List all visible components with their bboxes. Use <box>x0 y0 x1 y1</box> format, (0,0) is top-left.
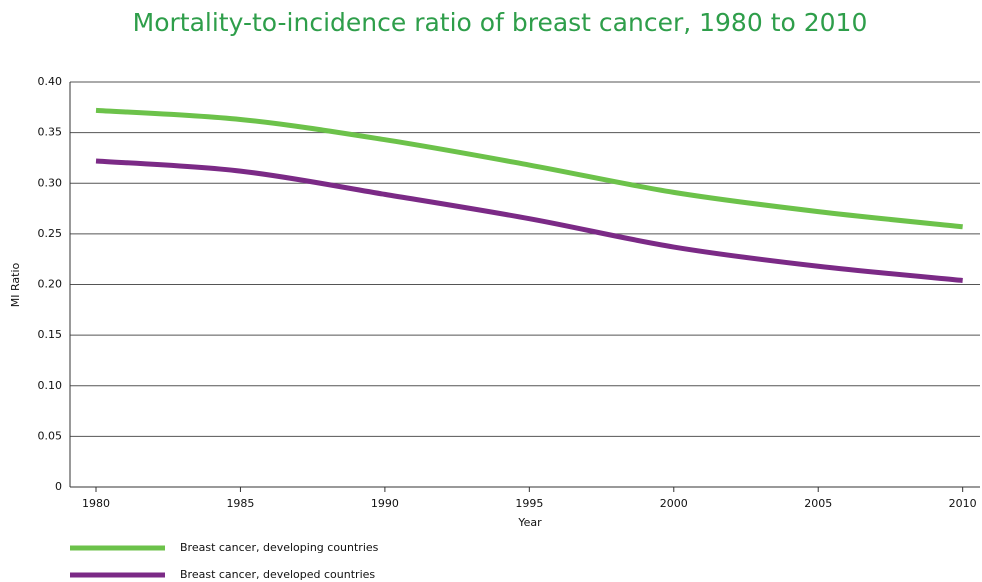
legend-label: Breast cancer, developing countries <box>180 541 379 554</box>
y-tick-label: 0.35 <box>38 126 63 139</box>
legend-label: Breast cancer, developed countries <box>180 568 375 581</box>
x-tick-label: 1995 <box>515 497 543 510</box>
x-tick-label: 2005 <box>804 497 832 510</box>
x-tick-label: 1985 <box>226 497 254 510</box>
y-tick-label: 0.30 <box>38 176 63 189</box>
x-axis-label: Year <box>517 516 542 529</box>
x-tick-label: 2000 <box>660 497 688 510</box>
x-tick-label: 1990 <box>371 497 399 510</box>
x-tick-label: 1980 <box>82 497 110 510</box>
series-line <box>95 107 963 230</box>
chart-title: Mortality-to-incidence ratio of breast c… <box>133 8 868 37</box>
y-tick-label: 0 <box>55 480 62 493</box>
y-tick-label: 0.25 <box>38 227 63 240</box>
y-axis-label: MI Ratio <box>9 262 22 307</box>
y-tick-label: 0.20 <box>38 278 63 291</box>
y-tick-label: 0.10 <box>38 379 63 392</box>
x-tick-label: 2010 <box>949 497 977 510</box>
y-tick-label: 0.40 <box>38 75 63 88</box>
y-tick-label: 0.15 <box>38 328 63 341</box>
y-tick-label: 0.05 <box>38 429 63 442</box>
series-line <box>95 158 963 283</box>
